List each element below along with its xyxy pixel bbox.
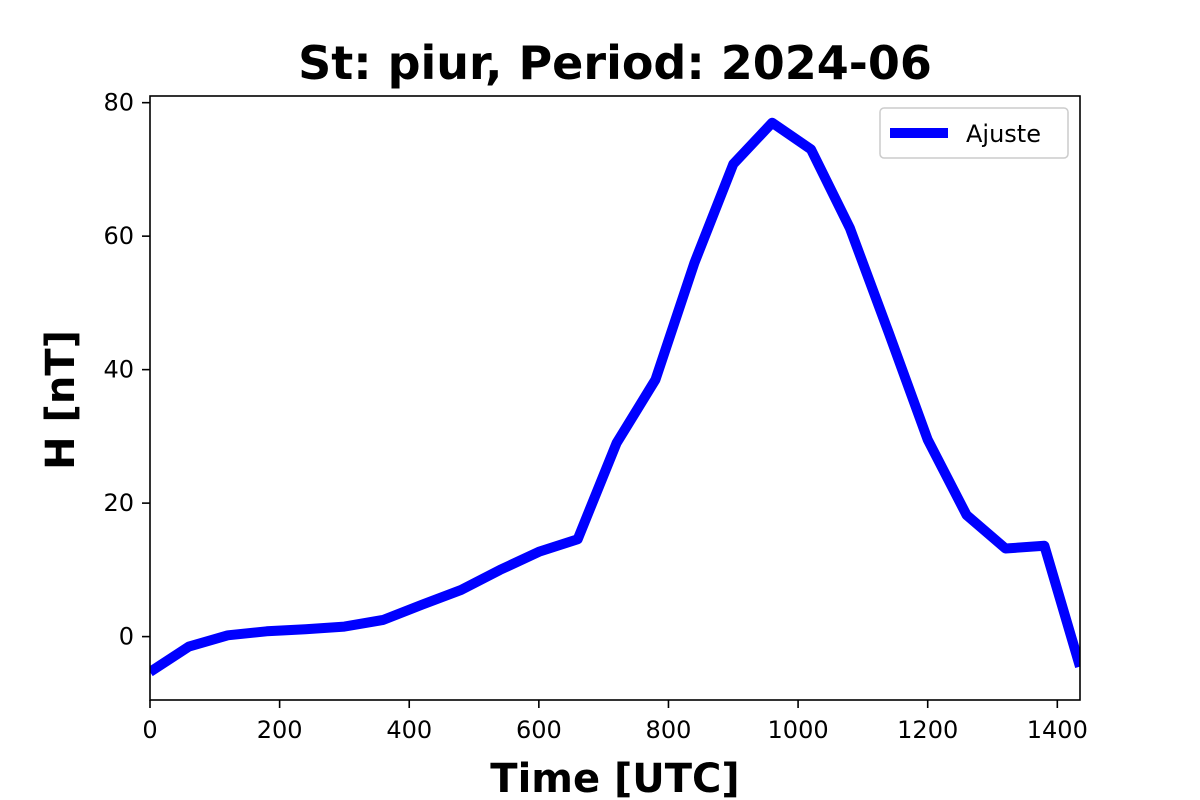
x-tick-label: 0 xyxy=(142,716,157,744)
legend-label: Ajuste xyxy=(966,120,1041,148)
x-axis-label: Time [UTC] xyxy=(490,756,739,800)
y-tick-label: 80 xyxy=(103,89,134,117)
x-tick-label: 400 xyxy=(386,716,432,744)
plot-frame xyxy=(149,95,1081,701)
legend: Ajuste xyxy=(879,107,1069,159)
y-tick-label: 40 xyxy=(103,356,134,384)
x-tick-label: 1400 xyxy=(1027,716,1088,744)
y-axis-ticks: 0 20 40 60 80 xyxy=(103,89,150,651)
chart-title: St: piur, Period: 2024-06 xyxy=(298,36,932,90)
x-tick-label: 600 xyxy=(516,716,562,744)
legend-box xyxy=(879,107,1069,159)
plot-area xyxy=(149,95,1081,701)
x-tick-label: 800 xyxy=(646,716,692,744)
y-tick-label: 20 xyxy=(103,489,134,517)
series-line-ajuste xyxy=(150,117,1080,677)
x-tick-label: 200 xyxy=(257,716,303,744)
x-axis-ticks: 0 200 400 600 800 1000 1200 1400 xyxy=(142,700,1088,744)
y-tick-label: 0 xyxy=(119,623,134,651)
x-tick-label: 1200 xyxy=(897,716,958,744)
y-tick-label: 60 xyxy=(103,222,134,250)
x-tick-label: 1000 xyxy=(768,716,829,744)
y-axis-label: H [nT] xyxy=(38,330,84,470)
